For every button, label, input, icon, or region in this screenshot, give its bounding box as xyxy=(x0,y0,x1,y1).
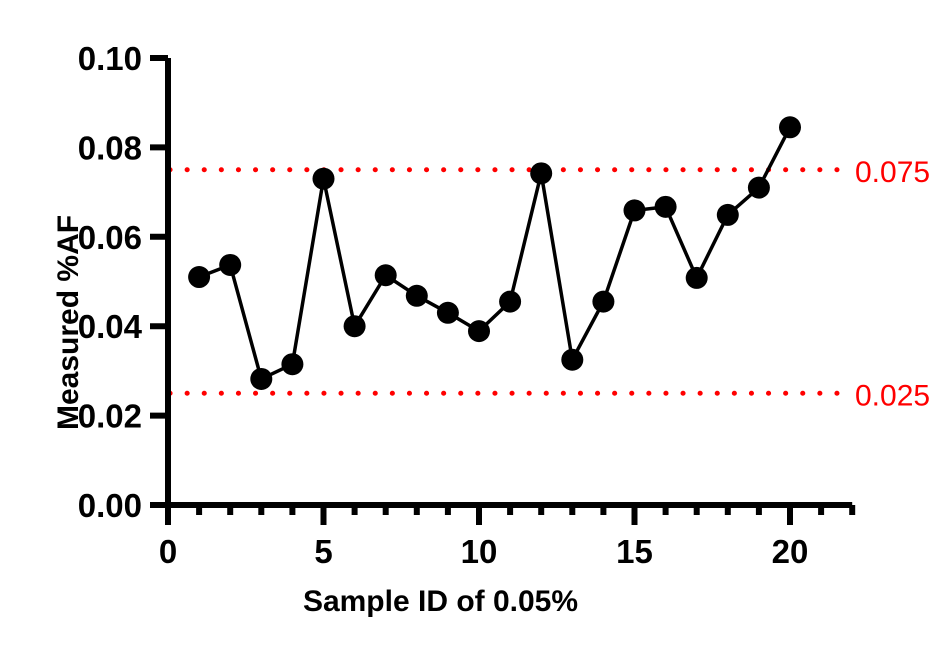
y-axis-title: Measured %AF xyxy=(52,214,85,430)
data-point-15 xyxy=(623,199,646,222)
data-point-1 xyxy=(188,266,211,289)
data-point-16 xyxy=(654,195,677,218)
reference-line-label-0.075: 0.075 xyxy=(855,156,930,189)
y-tick-label-0.08: 0.08 xyxy=(78,129,142,166)
data-point-17 xyxy=(685,266,708,289)
tick-labels-group: 0.00 0.02 0.04 0.06 0.08 0.10 0 5 10 15 20 xyxy=(78,40,809,570)
y-tick-label-0.00: 0.00 xyxy=(78,487,142,524)
x-tick-label-20: 20 xyxy=(772,533,809,570)
x-tick-label-15: 15 xyxy=(616,533,653,570)
data-point-13 xyxy=(561,348,584,371)
reference-lines-group xyxy=(167,167,848,396)
reference-line-label-0.025: 0.025 xyxy=(855,379,930,412)
data-series-group xyxy=(188,116,801,390)
data-point-19 xyxy=(747,176,770,199)
data-point-8 xyxy=(405,284,428,307)
data-point-5 xyxy=(312,167,335,190)
y-tick-label-0.10: 0.10 xyxy=(78,40,142,77)
data-point-18 xyxy=(716,203,739,226)
data-point-10 xyxy=(468,320,490,343)
data-point-2 xyxy=(219,253,242,276)
data-point-6 xyxy=(343,315,366,338)
y-tick-label-0.02: 0.02 xyxy=(78,398,142,435)
x-tick-label-5: 5 xyxy=(314,533,332,570)
data-point-14 xyxy=(592,290,615,313)
axes-group xyxy=(150,55,856,525)
data-point-4 xyxy=(281,353,304,376)
data-point-12 xyxy=(530,162,553,185)
y-tick-label-0.04: 0.04 xyxy=(78,308,143,345)
data-point-20 xyxy=(779,116,801,139)
data-point-7 xyxy=(374,264,397,287)
series-line xyxy=(198,126,792,381)
x-tick-label-0: 0 xyxy=(159,533,177,570)
reference-labels-group: 0.075 0.025 xyxy=(855,156,930,413)
x-tick-label-10: 10 xyxy=(461,533,498,570)
data-point-11 xyxy=(499,290,522,313)
data-point-3 xyxy=(250,367,273,390)
x-axis-title: Sample ID of 0.05% xyxy=(302,585,579,618)
y-tick-label-0.06: 0.06 xyxy=(78,219,142,256)
data-point-9 xyxy=(436,301,459,324)
